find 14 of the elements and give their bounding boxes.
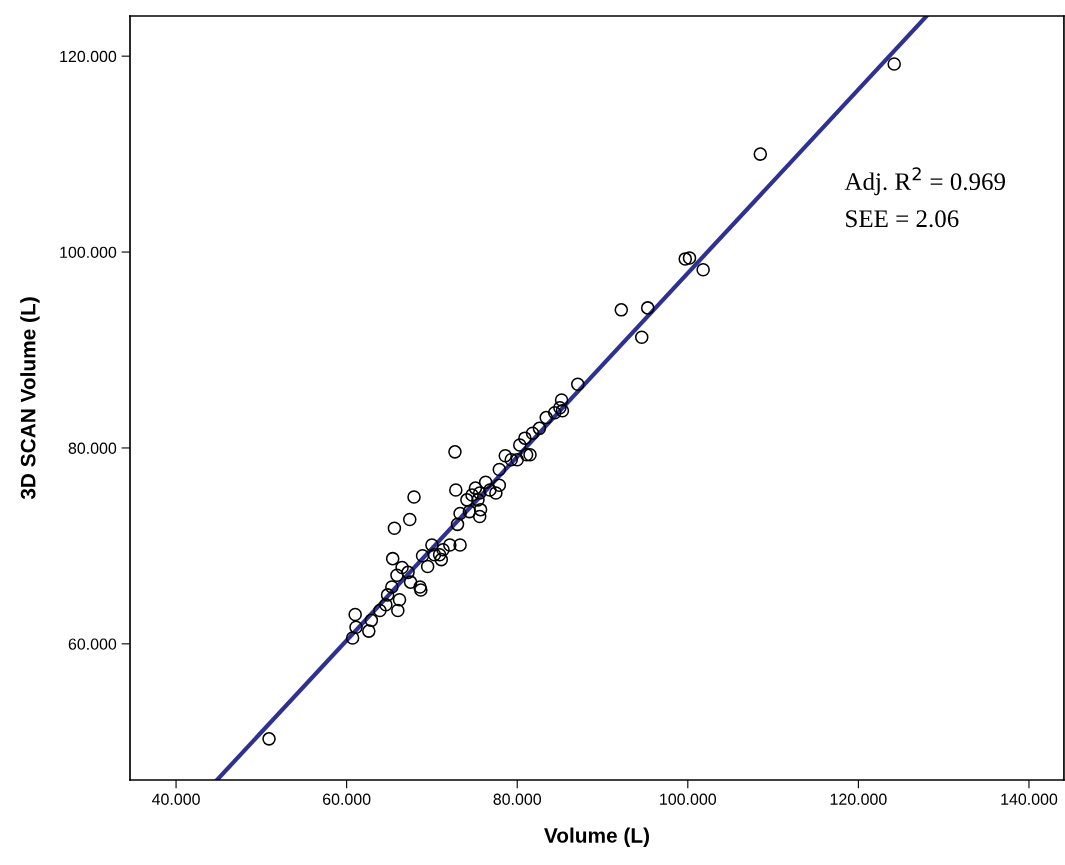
x-axis-title: Volume (L) — [544, 827, 649, 847]
x-tick-label: 60.000 — [323, 793, 371, 805]
y-tick-label: 80.000 — [68, 442, 117, 454]
annotation: Adj. R$^{2}$ = 0.969 — [844, 167, 1006, 196]
x-tick-label: 140.000 — [1001, 793, 1058, 805]
y-tick-label: 60.000 — [68, 638, 117, 650]
annotation: SEE = 2.06 — [846, 210, 959, 228]
y-axis-title: 3D SCAN Volume (L) — [20, 297, 40, 500]
y-tick-label: 120.000 — [60, 50, 117, 63]
x-tick-label: 120.000 — [830, 793, 887, 805]
x-tick-label: 100.000 — [660, 793, 717, 805]
x-tick-label: 40.000 — [152, 793, 200, 805]
x-tick-label: 80.000 — [493, 793, 542, 805]
y-tick-label: 100.000 — [60, 246, 117, 258]
